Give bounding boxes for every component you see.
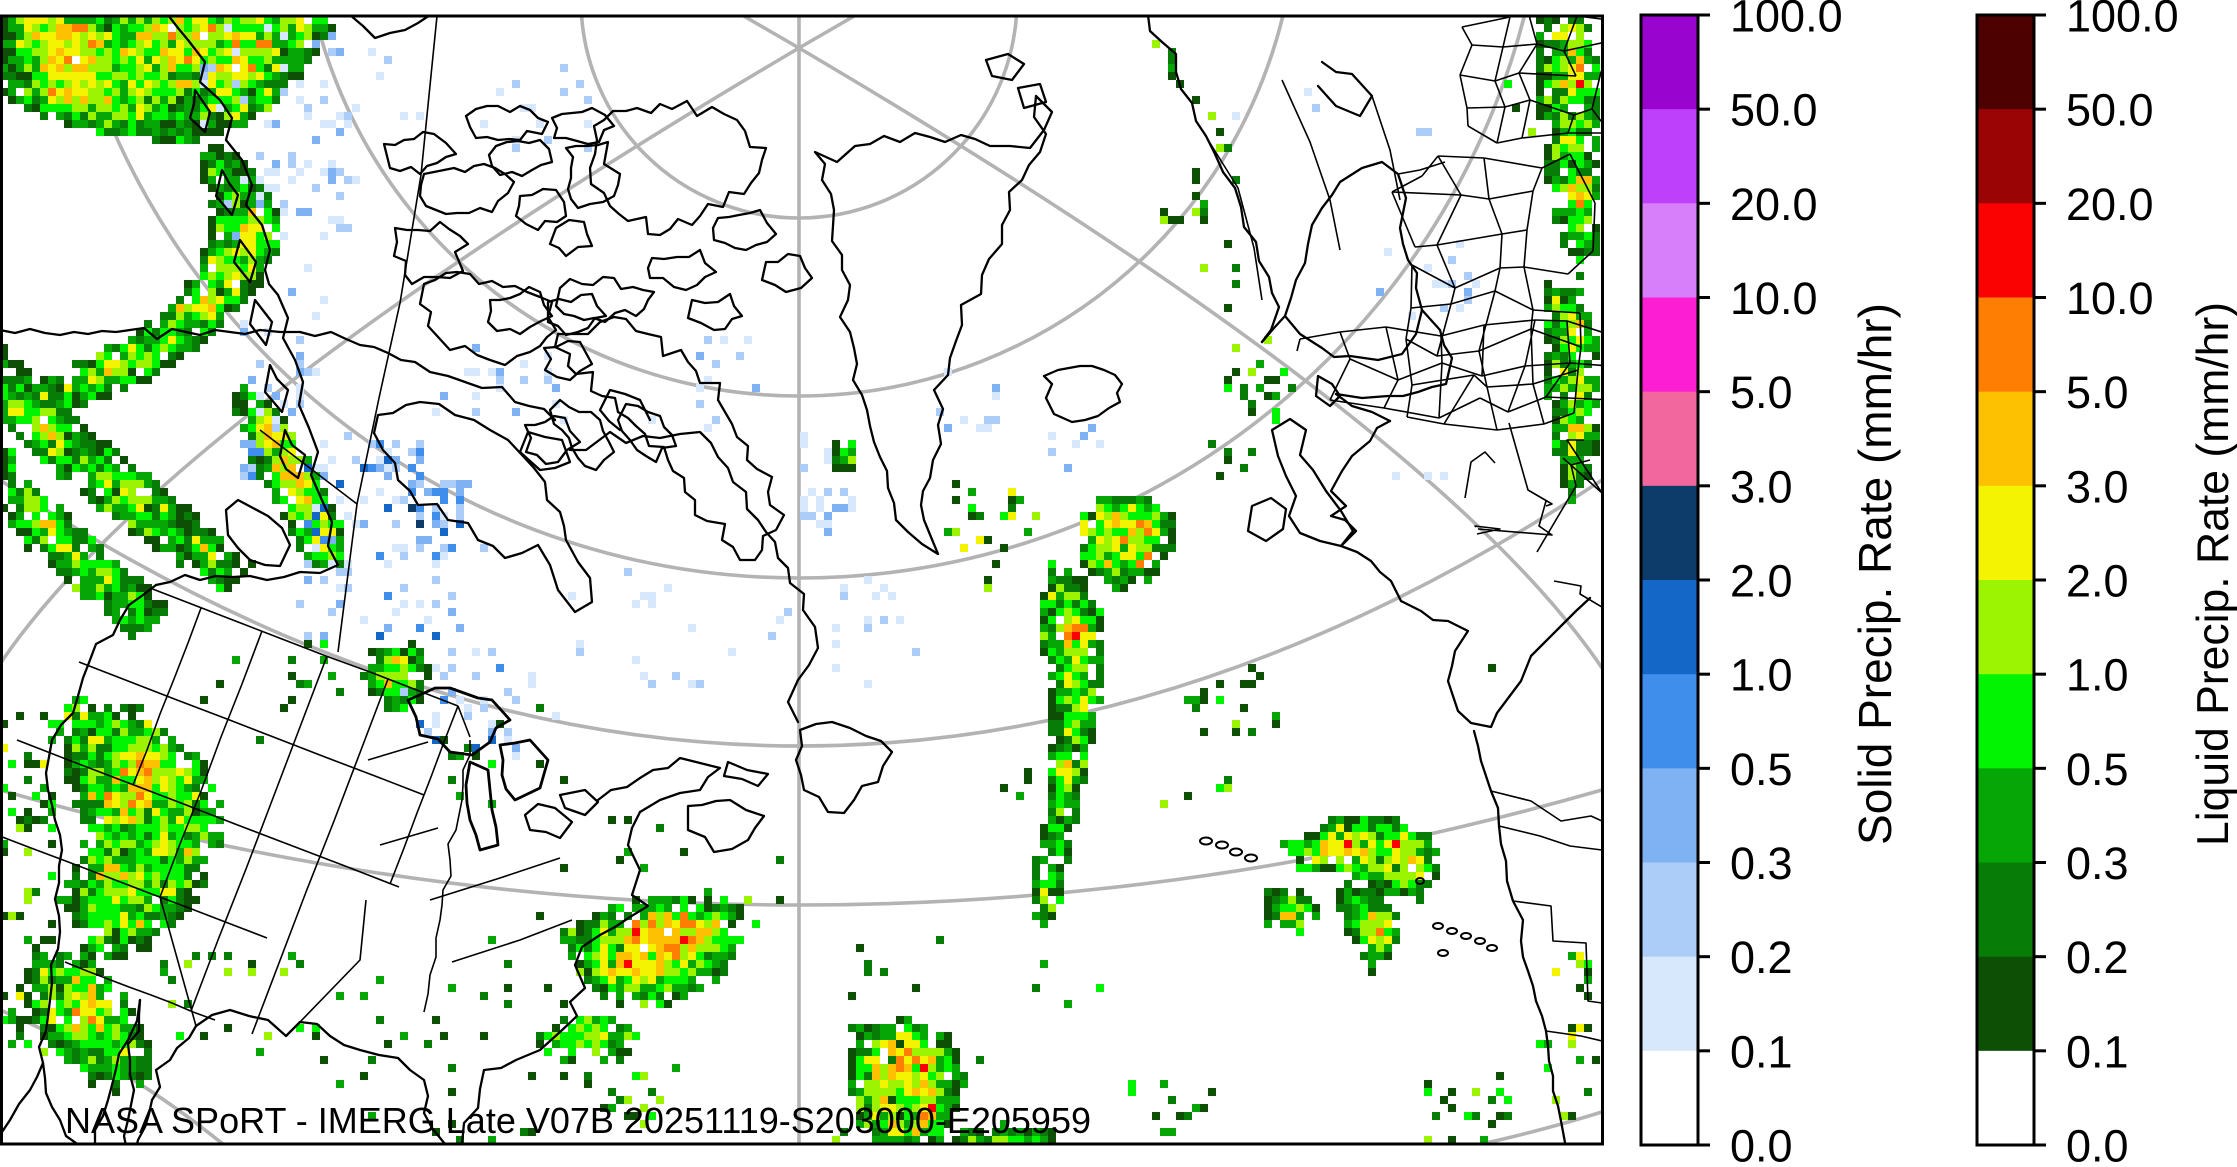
- svg-text:5.0: 5.0: [1730, 367, 1793, 418]
- svg-text:20.0: 20.0: [1730, 179, 1818, 230]
- svg-text:NASA SPoRT - IMERG Late V07B 2: NASA SPoRT - IMERG Late V07B 20251119-S2…: [65, 1100, 1091, 1141]
- svg-text:0.0: 0.0: [2066, 1121, 2129, 1167]
- svg-text:0.2: 0.2: [2066, 932, 2129, 983]
- svg-text:3.0: 3.0: [2066, 461, 2129, 512]
- svg-text:Solid Precip. Rate (mm/hr): Solid Precip. Rate (mm/hr): [1849, 303, 1901, 845]
- svg-text:20.0: 20.0: [2066, 179, 2154, 230]
- svg-text:0.2: 0.2: [1730, 932, 1793, 983]
- svg-text:100.0: 100.0: [1730, 0, 1843, 42]
- svg-text:0.1: 0.1: [1730, 1026, 1793, 1077]
- svg-text:50.0: 50.0: [2066, 85, 2154, 136]
- svg-text:2.0: 2.0: [1730, 556, 1793, 607]
- svg-text:100.0: 100.0: [2066, 0, 2179, 42]
- svg-text:0.1: 0.1: [2066, 1026, 2129, 1077]
- svg-text:0.3: 0.3: [1730, 838, 1793, 889]
- svg-text:10.0: 10.0: [2066, 273, 2154, 324]
- svg-text:50.0: 50.0: [1730, 85, 1818, 136]
- svg-text:3.0: 3.0: [1730, 461, 1793, 512]
- svg-text:2.0: 2.0: [2066, 556, 2129, 607]
- svg-text:Liquid Precip. Rate (mm/hr): Liquid Precip. Rate (mm/hr): [2189, 302, 2237, 846]
- svg-text:1.0: 1.0: [1730, 650, 1793, 701]
- svg-text:1.0: 1.0: [2066, 650, 2129, 701]
- svg-text:5.0: 5.0: [2066, 367, 2129, 418]
- svg-text:0.5: 0.5: [1730, 744, 1793, 795]
- svg-text:0.0: 0.0: [1730, 1121, 1793, 1167]
- svg-text:0.3: 0.3: [2066, 838, 2129, 889]
- svg-text:10.0: 10.0: [1730, 273, 1818, 324]
- svg-text:0.5: 0.5: [2066, 744, 2129, 795]
